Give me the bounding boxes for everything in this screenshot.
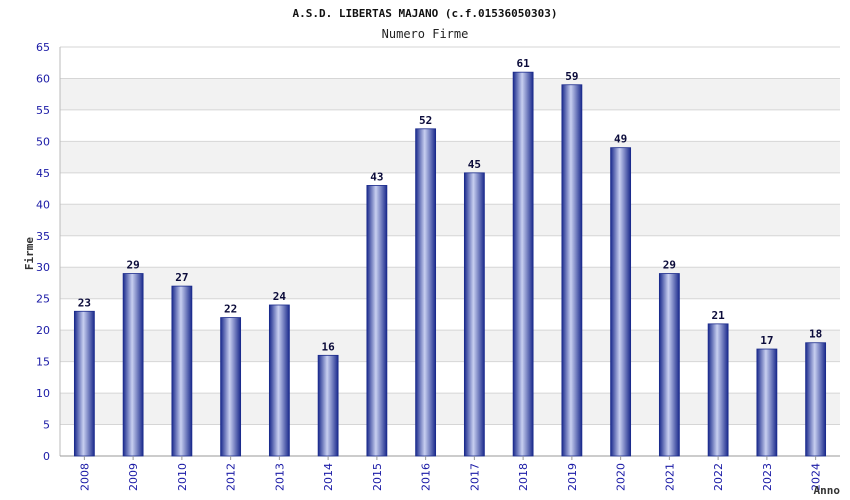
data-label-2015: 43 [370, 170, 383, 183]
data-label-2018: 61 [517, 57, 531, 70]
x-tick-label-2013: 2013 [273, 463, 286, 491]
bar-2014 [317, 354, 339, 457]
x-axis-label: Anno [814, 484, 841, 497]
bar-2012 [220, 317, 242, 457]
bar-2015 [366, 185, 388, 457]
data-label-2017: 45 [468, 158, 481, 171]
chart-subtitle: Numero Firme [382, 27, 469, 41]
bar-2016 [415, 128, 437, 457]
x-tick-label-2009: 2009 [127, 463, 140, 491]
chart-title: A.S.D. LIBERTAS MAJANO (c.f.01536050303) [293, 7, 558, 20]
bar-2021 [658, 273, 680, 457]
y-tick-label: 55 [36, 104, 50, 117]
x-tick-label-2008: 2008 [78, 463, 91, 491]
data-label-2012: 22 [224, 303, 237, 316]
data-label-2022: 21 [712, 309, 726, 322]
y-tick-label: 45 [36, 167, 50, 180]
y-tick-label: 0 [43, 450, 50, 463]
y-tick-label: 65 [36, 41, 50, 54]
grid-band [60, 78, 840, 110]
data-labels: 23 29 27 22 24 16 43 52 45 61 59 49 29 21 17 18 [78, 57, 823, 353]
bar-2023 [756, 348, 778, 457]
bar-2024 [805, 342, 827, 457]
x-tick-label-2016: 2016 [420, 463, 433, 491]
y-tick-label: 30 [36, 261, 50, 274]
data-label-2014: 16 [322, 340, 336, 353]
y-tick-label: 60 [36, 72, 50, 85]
grid-band [60, 141, 840, 173]
x-tick-label-2012: 2012 [225, 463, 238, 491]
bar-2009 [122, 273, 144, 457]
y-tick-label: 40 [36, 198, 50, 211]
x-tick-label-2018: 2018 [517, 463, 530, 491]
data-label-2021: 29 [663, 259, 676, 272]
data-label-2016: 52 [419, 114, 432, 127]
data-label-2023: 17 [760, 334, 773, 347]
x-tick-label-2017: 2017 [468, 463, 481, 491]
bar-2017 [463, 172, 485, 457]
x-tick-label-2019: 2019 [566, 463, 579, 491]
data-label-2024: 18 [809, 328, 822, 341]
bar-2020 [610, 147, 632, 457]
data-label-2013: 24 [273, 290, 287, 303]
bar-2019 [561, 84, 583, 457]
y-tick-label: 20 [36, 324, 50, 337]
bar-2008 [73, 310, 95, 457]
data-label-2010: 27 [175, 271, 188, 284]
bar-2010 [171, 285, 193, 457]
y-tick-label: 35 [36, 230, 50, 243]
y-tick-label: 5 [43, 419, 50, 432]
bars [73, 71, 827, 457]
x-tick-label-2021: 2021 [663, 463, 676, 491]
y-axis-label: Firme [23, 237, 36, 270]
bar-2022 [707, 323, 729, 457]
y-tick-label: 50 [36, 135, 50, 148]
x-tick-label-2023: 2023 [761, 463, 774, 491]
x-tick-label-2015: 2015 [371, 463, 384, 491]
x-tick-labels: 2008 2009 2010 2012 2013 2014 2015 2016 2017 2018… [78, 456, 823, 491]
x-tick-label-2020: 2020 [615, 463, 628, 491]
x-tick-label-2022: 2022 [712, 463, 725, 491]
data-label-2008: 23 [78, 296, 91, 309]
x-tick-label-2024: 2024 [810, 463, 823, 491]
x-tick-label-2010: 2010 [176, 463, 189, 491]
bar-2013 [268, 304, 290, 457]
y-tick-label: 15 [36, 356, 50, 369]
data-label-2009: 29 [127, 259, 140, 272]
y-tick-label: 10 [36, 387, 50, 400]
data-label-2019: 59 [565, 70, 578, 83]
grid-band [60, 204, 840, 236]
bar-2018 [512, 71, 534, 457]
x-tick-label-2014: 2014 [322, 463, 335, 491]
data-label-2020: 49 [614, 133, 627, 146]
y-tick-labels: 0 5 10 15 20 25 30 35 40 45 50 55 60 65 [36, 41, 50, 463]
y-tick-label: 25 [36, 293, 50, 306]
